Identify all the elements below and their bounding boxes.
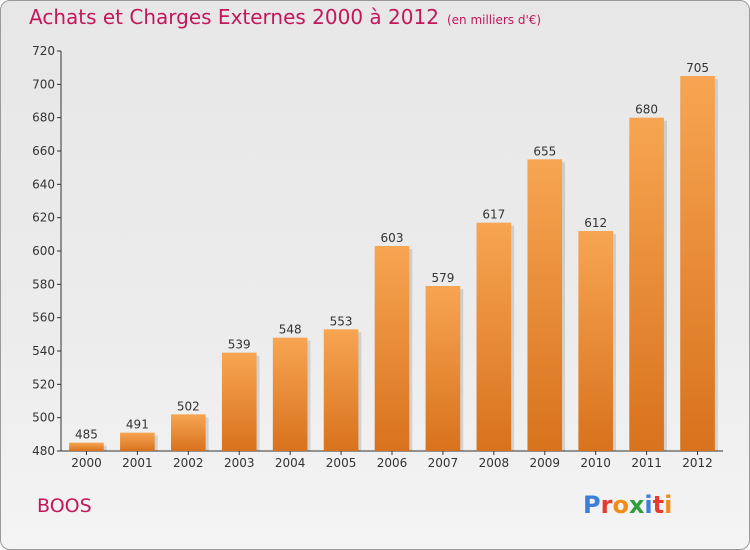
bar-2009 [527, 159, 563, 452]
bar-2010 [578, 231, 614, 451]
bar-2003 [221, 352, 257, 451]
bar-2012 [680, 76, 715, 451]
x-tick-label: 2000 [71, 456, 102, 470]
bar-value-label: 603 [381, 231, 404, 245]
chart-title-text: Achats et Charges Externes 2000 à 2012 [29, 5, 439, 29]
y-tick-label: 520 [32, 377, 55, 391]
x-tick-label: 2008 [479, 456, 510, 470]
x-tick-label: 2010 [580, 456, 611, 470]
x-tick-label: 2004 [275, 456, 306, 470]
y-tick-label: 720 [32, 44, 55, 58]
proxiti-logo: Proxiti [583, 491, 672, 519]
y-tick-label: 680 [32, 111, 55, 125]
chart-title: Achats et Charges Externes 2000 à 2012 (e… [29, 5, 541, 29]
logo-letter: i [664, 491, 673, 519]
y-tick-label: 640 [32, 177, 55, 191]
y-tick-label: 660 [32, 144, 55, 158]
x-tick-label: 2005 [326, 456, 357, 470]
x-tick-label: 2003 [224, 456, 255, 470]
y-tick-label: 480 [32, 444, 55, 458]
bar-value-label: 502 [177, 399, 200, 413]
bar-2004 [272, 337, 308, 451]
y-tick-label: 580 [32, 277, 55, 291]
y-tick-label: 540 [32, 344, 55, 358]
commune-name: BOOS [37, 495, 92, 517]
bar-value-label: 579 [431, 271, 454, 285]
y-tick-label: 620 [32, 211, 55, 225]
bar-2005 [323, 329, 359, 451]
bar-value-label: 485 [75, 428, 98, 442]
bar-value-label: 655 [533, 144, 556, 158]
y-tick-label: 500 [32, 411, 55, 425]
y-tick-label: 560 [32, 311, 55, 325]
x-tick-label: 2009 [529, 456, 560, 470]
bar-value-label: 553 [330, 314, 353, 328]
x-tick-label: 2006 [377, 456, 408, 470]
logo-letter: t [652, 491, 665, 519]
x-tick-label: 2007 [428, 456, 459, 470]
x-tick-label: 2001 [122, 456, 153, 470]
y-tick-label: 700 [32, 77, 55, 91]
bar-value-label: 539 [228, 338, 251, 352]
x-tick-label: 2011 [631, 456, 662, 470]
bar-2000 [69, 442, 104, 451]
bar-2001 [120, 432, 155, 451]
y-tick-label: 600 [32, 244, 55, 258]
bar-2011 [629, 117, 664, 452]
bar-value-label: 705 [686, 61, 709, 75]
bar-2002 [170, 414, 206, 451]
bar-2006 [374, 246, 410, 451]
x-tick-label: 2002 [173, 456, 204, 470]
logo-letter: i [644, 491, 653, 519]
bar-value-label: 680 [635, 103, 658, 117]
bar-value-label: 491 [126, 418, 149, 432]
bar-2007 [425, 286, 461, 451]
bar-value-label: 548 [279, 323, 302, 337]
bar-2008 [476, 222, 512, 451]
logo-letter: o [612, 491, 629, 519]
bar-value-label: 612 [584, 216, 607, 230]
x-tick-label: 2012 [682, 456, 713, 470]
chart-unit: (en milliers d'€) [446, 13, 542, 27]
bar-chart: 480 500 520 540 560 580 600 620 640 660 680 700 720 2… [32, 44, 723, 470]
bar-value-label: 617 [482, 208, 505, 222]
logo-letter: P [583, 491, 601, 519]
logo-letter: r [600, 491, 613, 519]
logo-letter: x [628, 491, 645, 519]
